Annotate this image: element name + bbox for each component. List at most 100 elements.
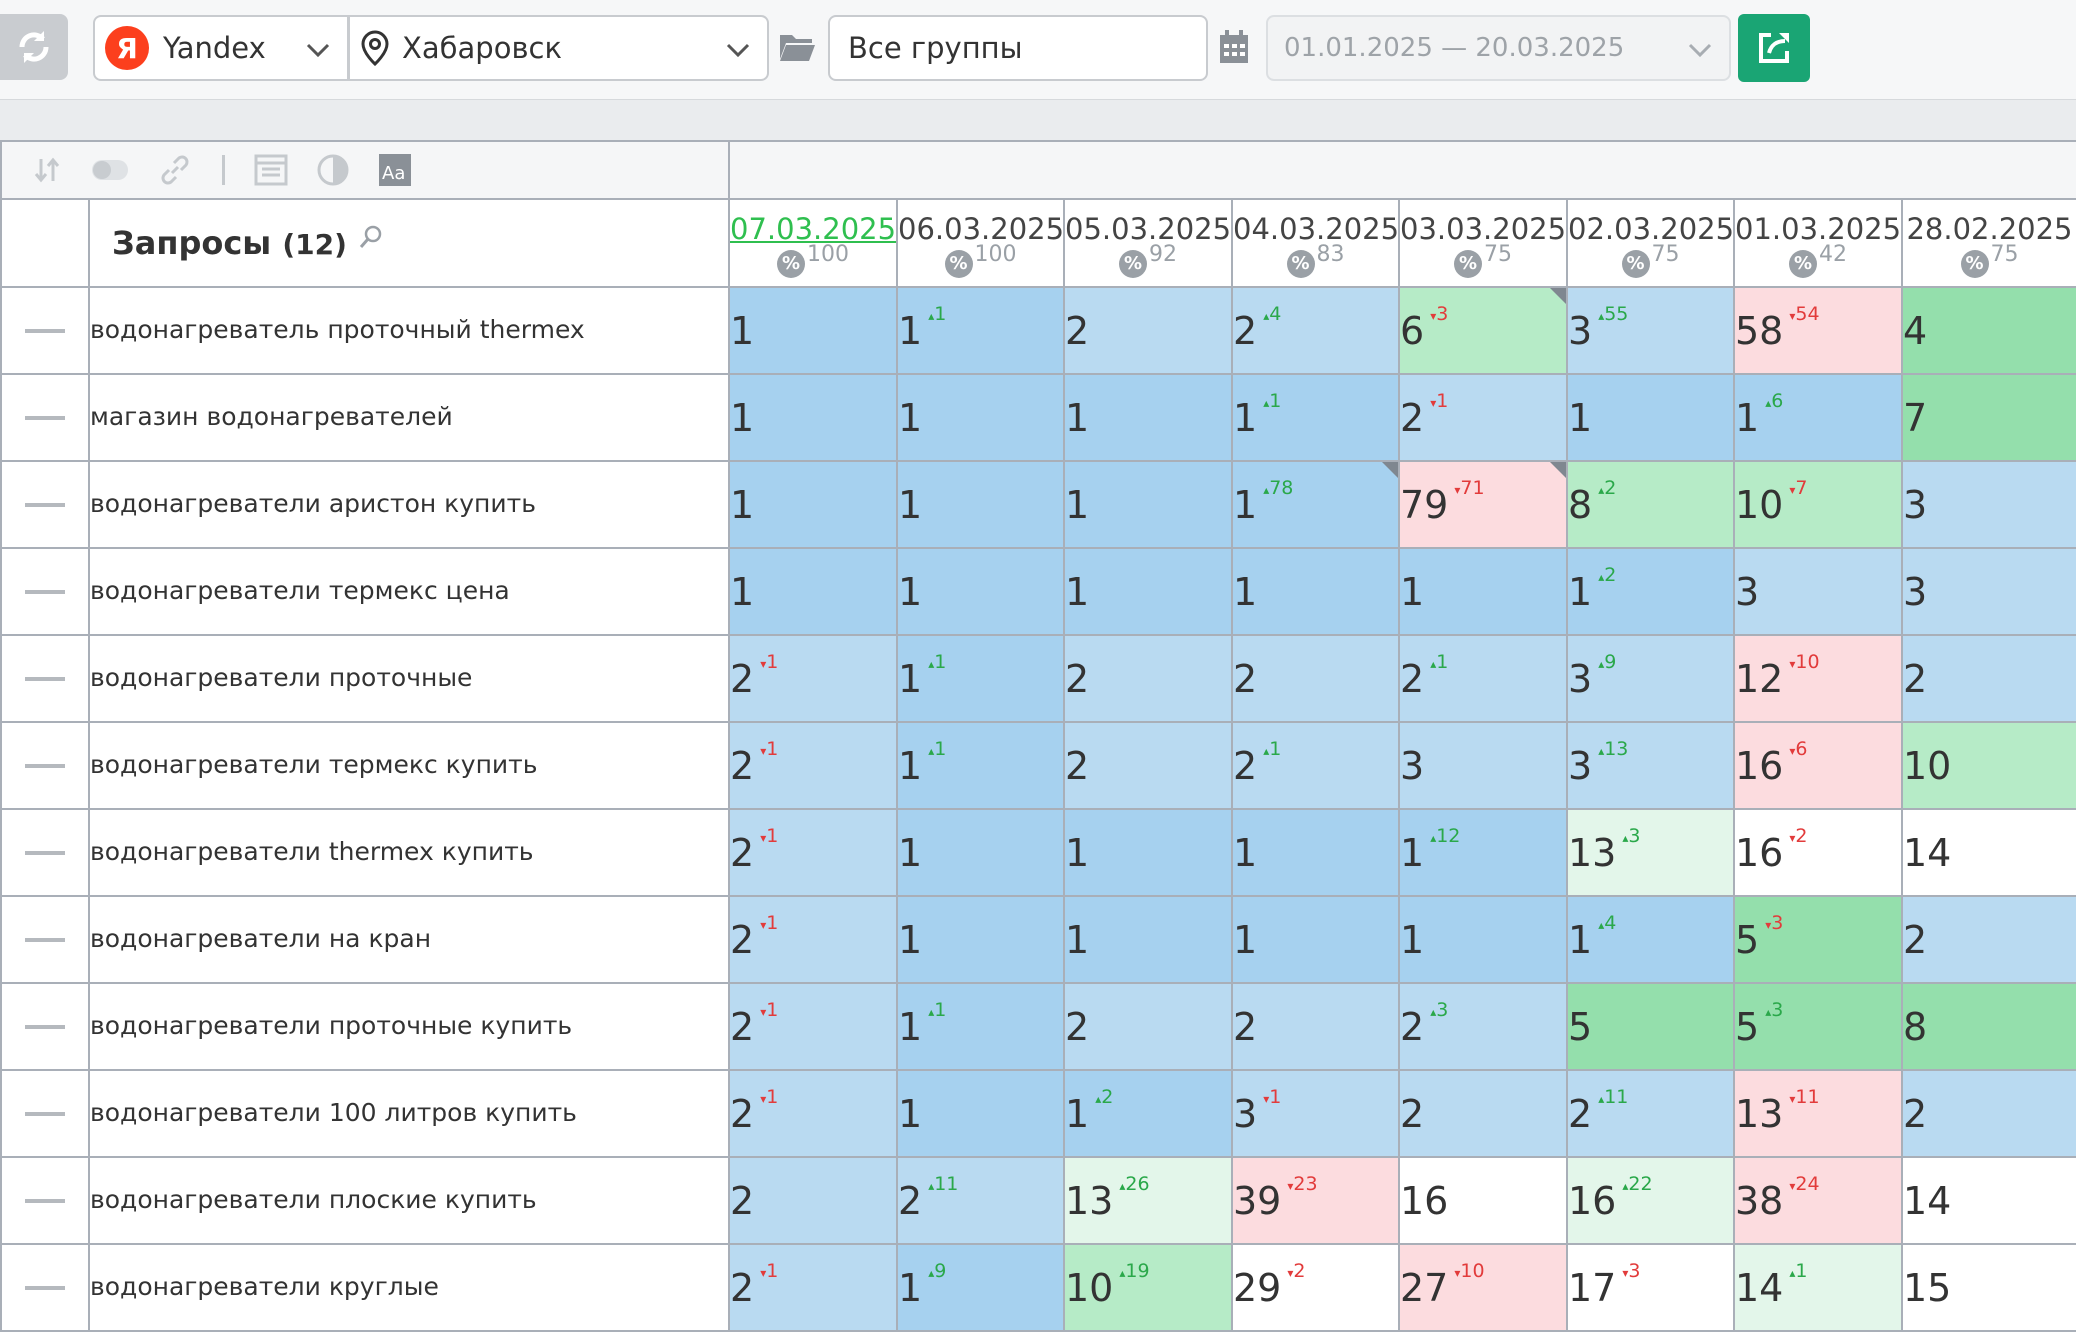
date-label[interactable]: 04.03.2025 (1233, 211, 1400, 246)
position-cell[interactable]: 3 ▴55 (1566, 286, 1735, 375)
date-header[interactable]: 04.03.2025% 83 (1231, 198, 1400, 288)
position-cell[interactable]: 5 ▾3 (1733, 895, 1903, 984)
position-cell[interactable]: 2 ▾1 (728, 721, 898, 810)
date-label[interactable]: 05.03.2025 (1065, 211, 1232, 246)
row-select-cell[interactable] (0, 808, 90, 897)
position-cell[interactable]: 1 (896, 547, 1065, 636)
position-cell[interactable]: 39 ▾23 (1231, 1156, 1400, 1245)
position-cell[interactable]: 2 (1231, 982, 1400, 1071)
position-cell[interactable]: 17 ▾3 (1566, 1243, 1735, 1332)
minus-icon[interactable] (25, 1111, 65, 1116)
row-select-cell[interactable] (0, 460, 90, 549)
toggle-icon[interactable] (90, 155, 130, 185)
position-cell[interactable]: 2 ▾1 (728, 1243, 898, 1332)
position-cell[interactable]: 1 (1063, 373, 1233, 462)
position-cell[interactable]: 1 (728, 547, 898, 636)
position-cell[interactable]: 14 (1901, 1156, 2076, 1245)
date-header[interactable]: 02.03.2025% 75 (1566, 198, 1735, 288)
row-select-cell[interactable] (0, 895, 90, 984)
date-header[interactable]: 07.03.2025% 100 (728, 198, 898, 288)
region-select[interactable]: Хабаровск (348, 15, 769, 81)
refresh-button[interactable] (0, 14, 68, 80)
position-cell[interactable]: 1 (1566, 373, 1735, 462)
position-cell[interactable]: 3 (1901, 460, 2076, 549)
date-header[interactable]: 06.03.2025% 100 (896, 198, 1065, 288)
link-icon[interactable] (158, 153, 192, 187)
minus-icon[interactable] (25, 415, 65, 420)
position-cell[interactable]: 3 (1901, 547, 2076, 636)
position-cell[interactable]: 2 ▴3 (1398, 982, 1568, 1071)
position-cell[interactable]: 1 (1398, 547, 1568, 636)
date-label[interactable]: 06.03.2025 (898, 211, 1065, 246)
row-select-cell[interactable] (0, 634, 90, 723)
position-cell[interactable]: 1 ▴1 (896, 721, 1065, 810)
position-cell[interactable]: 15 (1901, 1243, 2076, 1332)
minus-icon[interactable] (25, 1198, 65, 1203)
date-label[interactable]: 01.03.2025 (1735, 211, 1902, 246)
position-cell[interactable]: 13 ▾11 (1733, 1069, 1903, 1158)
row-select-cell[interactable] (0, 286, 90, 375)
position-cell[interactable]: 1 (1063, 547, 1233, 636)
position-cell[interactable]: 29 ▾2 (1231, 1243, 1400, 1332)
position-cell[interactable]: 3 (1398, 721, 1568, 810)
position-cell[interactable]: 2 ▾1 (728, 808, 898, 897)
minus-icon[interactable] (25, 763, 65, 768)
position-cell[interactable]: 8 (1901, 982, 2076, 1071)
position-cell[interactable]: 10 ▴19 (1063, 1243, 1233, 1332)
position-cell[interactable]: 2 (1063, 634, 1233, 723)
position-cell[interactable]: 3 ▴9 (1566, 634, 1735, 723)
group-select[interactable]: Все группы (828, 15, 1208, 81)
position-cell[interactable]: 1 ▴78 (1231, 460, 1400, 549)
search-engine-select[interactable]: Я Yandex (93, 15, 349, 81)
position-cell[interactable]: 1 ▴6 (1733, 373, 1903, 462)
position-cell[interactable]: 16 ▾6 (1733, 721, 1903, 810)
position-cell[interactable]: 1 ▴2 (1566, 547, 1735, 636)
position-cell[interactable]: 1 ▴2 (1063, 1069, 1233, 1158)
minus-icon[interactable] (25, 1024, 65, 1029)
position-cell[interactable]: 2 ▾1 (728, 634, 898, 723)
date-label[interactable]: 02.03.2025 (1568, 211, 1735, 246)
row-select-cell[interactable] (0, 1069, 90, 1158)
row-select-cell[interactable] (0, 721, 90, 810)
date-label[interactable]: 03.03.2025 (1400, 211, 1567, 246)
position-cell[interactable]: 1 (1063, 895, 1233, 984)
position-cell[interactable]: 7 (1901, 373, 2076, 462)
position-cell[interactable]: 38 ▾24 (1733, 1156, 1903, 1245)
position-cell[interactable]: 16 (1398, 1156, 1568, 1245)
position-cell[interactable]: 2 ▾1 (728, 982, 898, 1071)
position-cell[interactable]: 1 ▴12 (1398, 808, 1568, 897)
row-select-cell[interactable] (0, 547, 90, 636)
position-cell[interactable]: 1 (896, 895, 1065, 984)
position-cell[interactable]: 1 ▴1 (896, 982, 1065, 1071)
position-cell[interactable]: 1 ▴9 (896, 1243, 1065, 1332)
position-cell[interactable]: 2 ▴1 (1398, 634, 1568, 723)
position-cell[interactable]: 1 (896, 373, 1065, 462)
contrast-icon[interactable] (316, 153, 350, 187)
position-cell[interactable]: 1 ▴4 (1566, 895, 1735, 984)
font-size-icon[interactable]: Aa (378, 153, 412, 187)
position-cell[interactable]: 1 (728, 373, 898, 462)
minus-icon[interactable] (25, 589, 65, 594)
position-cell[interactable]: 13 ▴3 (1566, 808, 1735, 897)
minus-icon[interactable] (25, 328, 65, 333)
position-cell[interactable]: 1 (1231, 808, 1400, 897)
position-cell[interactable]: 1 (1231, 895, 1400, 984)
date-header[interactable]: 05.03.2025% 92 (1063, 198, 1233, 288)
row-select-cell[interactable] (0, 1243, 90, 1332)
position-cell[interactable]: 2 ▴11 (896, 1156, 1065, 1245)
position-cell[interactable]: 5 (1566, 982, 1735, 1071)
position-cell[interactable]: 1 (1063, 808, 1233, 897)
position-cell[interactable]: 2 (1398, 1069, 1568, 1158)
position-cell[interactable]: 2 ▴1 (1231, 721, 1400, 810)
position-cell[interactable]: 79 ▾71 (1398, 460, 1568, 549)
columns-icon[interactable] (254, 154, 288, 186)
row-select-cell[interactable] (0, 982, 90, 1071)
position-cell[interactable]: 1 (728, 460, 898, 549)
row-select-cell[interactable] (0, 373, 90, 462)
position-cell[interactable]: 1 ▴1 (1231, 373, 1400, 462)
position-cell[interactable]: 2 (1063, 982, 1233, 1071)
position-cell[interactable]: 58 ▾54 (1733, 286, 1903, 375)
position-cell[interactable]: 1 (896, 460, 1065, 549)
position-cell[interactable]: 2 (1063, 286, 1233, 375)
position-cell[interactable]: 2 (1231, 634, 1400, 723)
